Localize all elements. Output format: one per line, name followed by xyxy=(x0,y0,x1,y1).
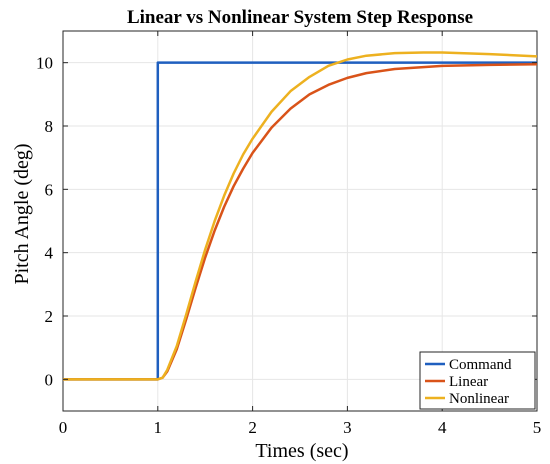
series-line-linear xyxy=(63,63,537,381)
y-tick-label: 0 xyxy=(45,370,54,389)
y-tick-label: 2 xyxy=(45,307,54,326)
x-tick-label: 5 xyxy=(533,418,542,437)
series-line-command xyxy=(63,61,537,381)
legend-label: Linear xyxy=(449,374,488,390)
y-tick-label: 8 xyxy=(45,117,54,136)
legend-box xyxy=(419,351,536,410)
legend-label: Command xyxy=(449,357,512,373)
y-tick-label: 6 xyxy=(45,180,54,199)
y-tick-label: 4 xyxy=(45,244,54,263)
x-tick-label: 1 xyxy=(154,418,163,437)
x-tick-label: 3 xyxy=(343,418,352,437)
ticks-layer: 0 1 2 3 4 5 0 2 4 6 8 10 xyxy=(36,31,541,437)
y-axis-label: Pitch Angle (deg) xyxy=(11,143,33,284)
x-tick-label: 0 xyxy=(59,418,68,437)
x-tick-label: 4 xyxy=(438,418,447,437)
series-layer xyxy=(63,51,537,381)
x-tick-label: 2 xyxy=(248,418,257,437)
plot-area xyxy=(62,30,538,412)
legend-label: Nonlinear xyxy=(449,391,509,407)
x-axis-label: Times (sec) xyxy=(255,440,348,462)
y-tick-label: 10 xyxy=(36,54,53,73)
series-line-nonlinear xyxy=(63,51,537,381)
chart-title: Linear vs Nonlinear System Step Response xyxy=(127,7,473,28)
